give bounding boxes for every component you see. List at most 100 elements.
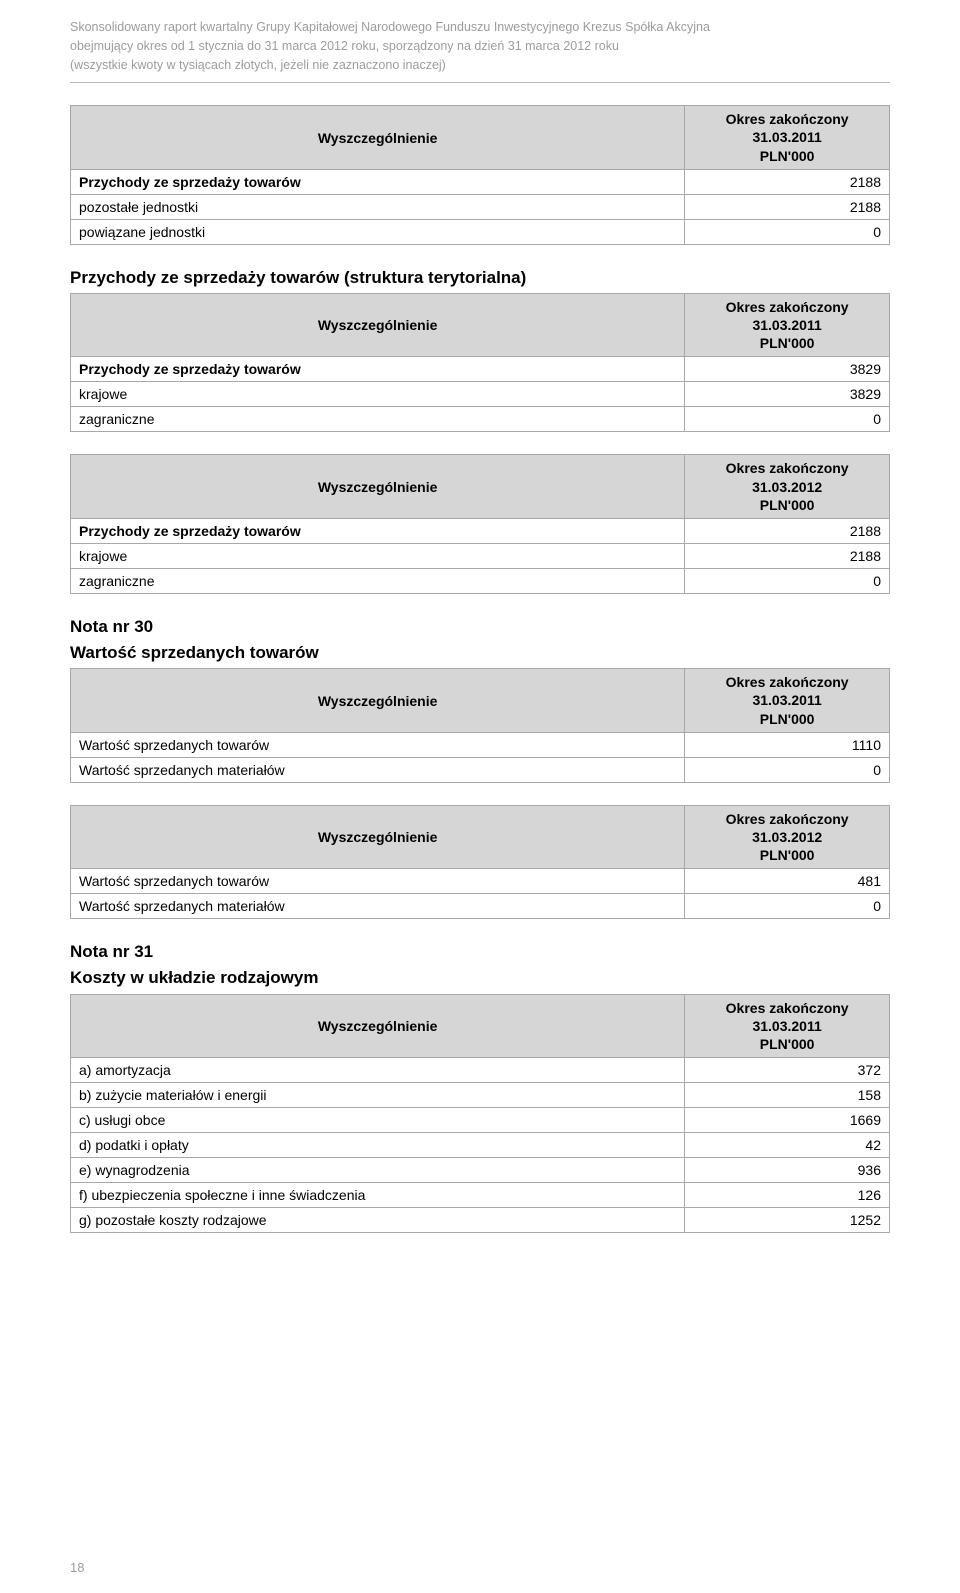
period-date: 31.03.2012 [693, 828, 881, 846]
table-row: f) ubezpieczenia społeczne i inne świadc… [71, 1183, 890, 1208]
currency-label: PLN'000 [693, 496, 881, 514]
table-row: Wartość sprzedanych towarów481 [71, 869, 890, 894]
table-costs-by-type-2011: Wyszczególnienie Okres zakończony 31.03.… [70, 994, 890, 1234]
col-header-description: Wyszczególnienie [71, 669, 685, 733]
table-row: Przychody ze sprzedaży towarów2188 [71, 519, 890, 544]
row-value: 0 [685, 219, 890, 244]
row-label: b) zużycie materiałów i energii [71, 1083, 685, 1108]
row-label: Wartość sprzedanych towarów [71, 869, 685, 894]
table-row: Wartość sprzedanych materiałów0 [71, 894, 890, 919]
row-value: 2188 [685, 544, 890, 569]
header-line-1: Skonsolidowany raport kwartalny Grupy Ka… [70, 18, 890, 37]
row-label: Wartość sprzedanych materiałów [71, 757, 685, 782]
table-row: powiązane jednostki0 [71, 219, 890, 244]
row-value: 0 [685, 894, 890, 919]
col-header-period: Okres zakończony 31.03.2011 PLN'000 [685, 293, 890, 357]
table-row: krajowe2188 [71, 544, 890, 569]
col-header-description: Wyszczególnienie [71, 455, 685, 519]
table-row: a) amortyzacja372 [71, 1058, 890, 1083]
currency-label: PLN'000 [693, 846, 881, 864]
col-header-period: Okres zakończony 31.03.2012 PLN'000 [685, 455, 890, 519]
row-label: Przychody ze sprzedaży towarów [71, 519, 685, 544]
row-label: Przychody ze sprzedaży towarów [71, 169, 685, 194]
nota-30-title-a: Nota nr 30 [70, 616, 890, 638]
row-label: c) usługi obce [71, 1108, 685, 1133]
row-label: zagraniczne [71, 407, 685, 432]
col-header-description: Wyszczególnienie [71, 106, 685, 170]
period-date: 31.03.2011 [693, 128, 881, 146]
row-label: zagraniczne [71, 569, 685, 594]
col-header-description: Wyszczególnienie [71, 994, 685, 1058]
table-row: zagraniczne0 [71, 569, 890, 594]
row-value: 936 [685, 1158, 890, 1183]
row-label: e) wynagrodzenia [71, 1158, 685, 1183]
row-label: g) pozostałe koszty rodzajowe [71, 1208, 685, 1233]
row-value: 0 [685, 569, 890, 594]
period-date: 31.03.2011 [693, 1017, 881, 1035]
row-value: 3829 [685, 382, 890, 407]
period-ended-label: Okres zakończony [693, 110, 881, 128]
currency-label: PLN'000 [693, 147, 881, 165]
row-label: Przychody ze sprzedaży towarów [71, 357, 685, 382]
row-value: 1669 [685, 1108, 890, 1133]
row-value: 1110 [685, 732, 890, 757]
row-label: a) amortyzacja [71, 1058, 685, 1083]
period-ended-label: Okres zakończony [693, 459, 881, 477]
table-row: c) usługi obce1669 [71, 1108, 890, 1133]
row-value: 42 [685, 1133, 890, 1158]
table-row: d) podatki i opłaty42 [71, 1133, 890, 1158]
header-line-2: obejmujący okres od 1 stycznia do 31 mar… [70, 37, 890, 56]
table-territorial-2011: Wyszczególnienie Okres zakończony 31.03.… [70, 293, 890, 433]
table-goods-value-2011: Wyszczególnienie Okres zakończony 31.03.… [70, 668, 890, 783]
table-row: Przychody ze sprzedaży towarów2188 [71, 169, 890, 194]
row-value: 2188 [685, 169, 890, 194]
period-ended-label: Okres zakończony [693, 810, 881, 828]
currency-label: PLN'000 [693, 1035, 881, 1053]
nota-31-title-a: Nota nr 31 [70, 941, 890, 963]
row-value: 2188 [685, 194, 890, 219]
row-value: 372 [685, 1058, 890, 1083]
period-ended-label: Okres zakończony [693, 673, 881, 691]
period-ended-label: Okres zakończony [693, 999, 881, 1017]
col-header-period: Okres zakończony 31.03.2012 PLN'000 [685, 805, 890, 869]
table-row: zagraniczne0 [71, 407, 890, 432]
row-label: f) ubezpieczenia społeczne i inne świadc… [71, 1183, 685, 1208]
col-header-description: Wyszczególnienie [71, 805, 685, 869]
row-value: 158 [685, 1083, 890, 1108]
row-label: krajowe [71, 382, 685, 407]
period-date: 31.03.2011 [693, 316, 881, 334]
row-label: Wartość sprzedanych towarów [71, 732, 685, 757]
table-row: pozostałe jednostki2188 [71, 194, 890, 219]
row-value: 0 [685, 407, 890, 432]
col-header-description: Wyszczególnienie [71, 293, 685, 357]
section-title-territorial: Przychody ze sprzedaży towarów (struktur… [70, 267, 890, 289]
col-header-period: Okres zakończony 31.03.2011 PLN'000 [685, 994, 890, 1058]
table-territorial-2012: Wyszczególnienie Okres zakończony 31.03.… [70, 454, 890, 594]
period-date: 31.03.2012 [693, 478, 881, 496]
table-row: krajowe3829 [71, 382, 890, 407]
row-label: Wartość sprzedanych materiałów [71, 894, 685, 919]
table-row: e) wynagrodzenia936 [71, 1158, 890, 1183]
document-header: Skonsolidowany raport kwartalny Grupy Ka… [70, 18, 890, 83]
table-revenue-goods-2011: Wyszczególnienie Okres zakończony 31.03.… [70, 105, 890, 245]
header-line-3: (wszystkie kwoty w tysiącach złotych, je… [70, 56, 890, 75]
row-label: pozostałe jednostki [71, 194, 685, 219]
row-label: krajowe [71, 544, 685, 569]
row-value: 3829 [685, 357, 890, 382]
table-goods-value-2012: Wyszczególnienie Okres zakończony 31.03.… [70, 805, 890, 920]
row-value: 1252 [685, 1208, 890, 1233]
col-header-period: Okres zakończony 31.03.2011 PLN'000 [685, 106, 890, 170]
table-row: Przychody ze sprzedaży towarów3829 [71, 357, 890, 382]
page-number: 18 [70, 1560, 84, 1575]
row-value: 2188 [685, 519, 890, 544]
period-ended-label: Okres zakończony [693, 298, 881, 316]
table-row: Wartość sprzedanych materiałów0 [71, 757, 890, 782]
period-date: 31.03.2011 [693, 691, 881, 709]
nota-31-title-b: Koszty w układzie rodzajowym [70, 967, 890, 989]
row-label: d) podatki i opłaty [71, 1133, 685, 1158]
page: Skonsolidowany raport kwartalny Grupy Ka… [0, 0, 960, 1593]
row-value: 0 [685, 757, 890, 782]
table-row: g) pozostałe koszty rodzajowe1252 [71, 1208, 890, 1233]
currency-label: PLN'000 [693, 710, 881, 728]
nota-30-title-b: Wartość sprzedanych towarów [70, 642, 890, 664]
